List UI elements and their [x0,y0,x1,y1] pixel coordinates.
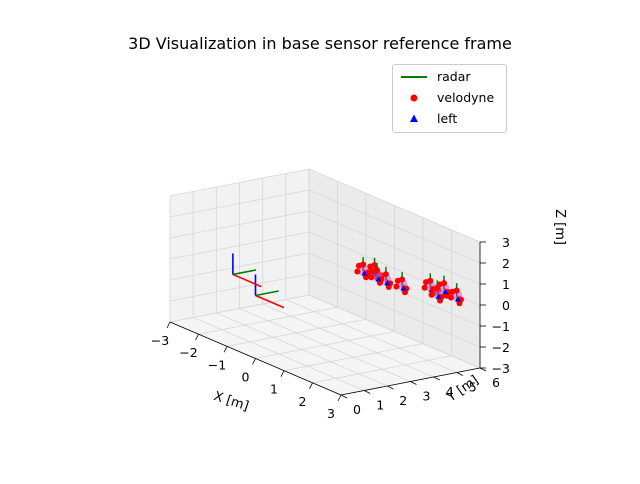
legend-line-glyph [401,76,427,78]
x-tick [166,321,171,329]
z-tick-label: −3 [492,361,510,376]
velodyne-point [368,274,375,281]
x-tick [252,358,256,365]
y-tick [387,385,394,390]
legend-item-velodyne: velodyne [393,88,506,108]
x-tick [223,346,228,353]
x-tick-label: 2 [299,394,307,409]
x-tick-label: −2 [179,345,197,360]
tick-marks [166,241,487,402]
velodyne-point [434,284,441,291]
velodyne-point [453,287,460,294]
y-tick [479,367,487,372]
x-tick [195,333,199,341]
velodyne-point [427,277,434,284]
left-marker [442,289,449,295]
frame-y-axis [232,269,257,276]
left-marker [400,285,407,291]
chart-title: 3D Visualization in base sensor referenc… [128,34,512,53]
x-tick-label: 3 [327,406,335,421]
legend-label: radar [437,69,471,84]
grid-line-z [169,168,481,243]
velodyne-point [385,284,392,290]
y-tick [456,372,464,376]
grid-line-z [169,273,481,348]
frame-x-axis [255,294,285,309]
x-tick-label: 1 [270,382,278,397]
y-tick [410,381,417,385]
z-tick-label: −1 [492,319,510,334]
left-marker [375,276,382,282]
x-tick [309,382,313,390]
grid-line-z [169,252,481,327]
velodyne-point [437,297,444,304]
velodyne-point [421,284,428,291]
grid-line-z [169,294,481,369]
z-tick-label: 1 [502,277,510,292]
velodyne-point [448,294,454,301]
velodyne-point [382,271,389,278]
x-tick-label: −1 [208,357,226,372]
x-tick [280,370,285,377]
velodyne-point [374,267,380,274]
legend-label: velodyne [437,90,495,105]
legend: radar velodyne left [392,64,507,133]
left-marker [435,293,442,299]
y-tick-label: 2 [399,393,407,408]
legend-item-radar: radar [393,67,506,87]
velodyne-point [376,279,383,286]
frame-y-axis [255,290,279,297]
velodyne-point [399,276,406,283]
y-tick-label: 0 [353,402,361,417]
velodyne-point [428,291,435,298]
velodyne-point [363,274,369,281]
velodyne-point [354,268,361,275]
left-marker [455,296,462,302]
z-tick-label: 0 [502,298,510,313]
velodyne-point [371,262,378,269]
x-tick-label: 0 [242,370,250,385]
x-tick-label: −3 [151,333,169,348]
legend-triangle-glyph [410,114,418,122]
y-tick-label: 4 [446,384,454,399]
velodyne-point [456,300,463,307]
y-tick-label: 5 [469,380,477,395]
y-tick [363,390,371,394]
grid-line-z [169,231,481,306]
x-tick [337,394,342,402]
velodyne-point [360,261,367,268]
z-tick-label: −2 [492,340,510,355]
z-axis-label: Z [m] [552,209,567,245]
frame-x-axis [232,273,262,288]
z-tick-label: 3 [502,235,510,250]
x-axis-label: X [m] [212,389,251,414]
y-tick-label: 3 [423,389,431,404]
data-marks [232,253,465,309]
velodyne-point [393,283,400,290]
grid-line-z [169,210,481,285]
left-marker [361,270,368,276]
y-tick-label: 1 [376,398,384,413]
y-tick-label: 6 [492,375,500,390]
y-tick [340,394,348,399]
legend-item-left: left [393,109,506,129]
legend-label: left [437,111,458,126]
legend-circle-glyph [410,94,418,102]
grid-line-z [169,189,481,264]
z-tick-label: 2 [502,256,510,271]
velodyne-point [441,280,447,287]
y-tick [433,376,440,381]
velodyne-point [402,289,408,296]
left-marker [384,280,391,286]
